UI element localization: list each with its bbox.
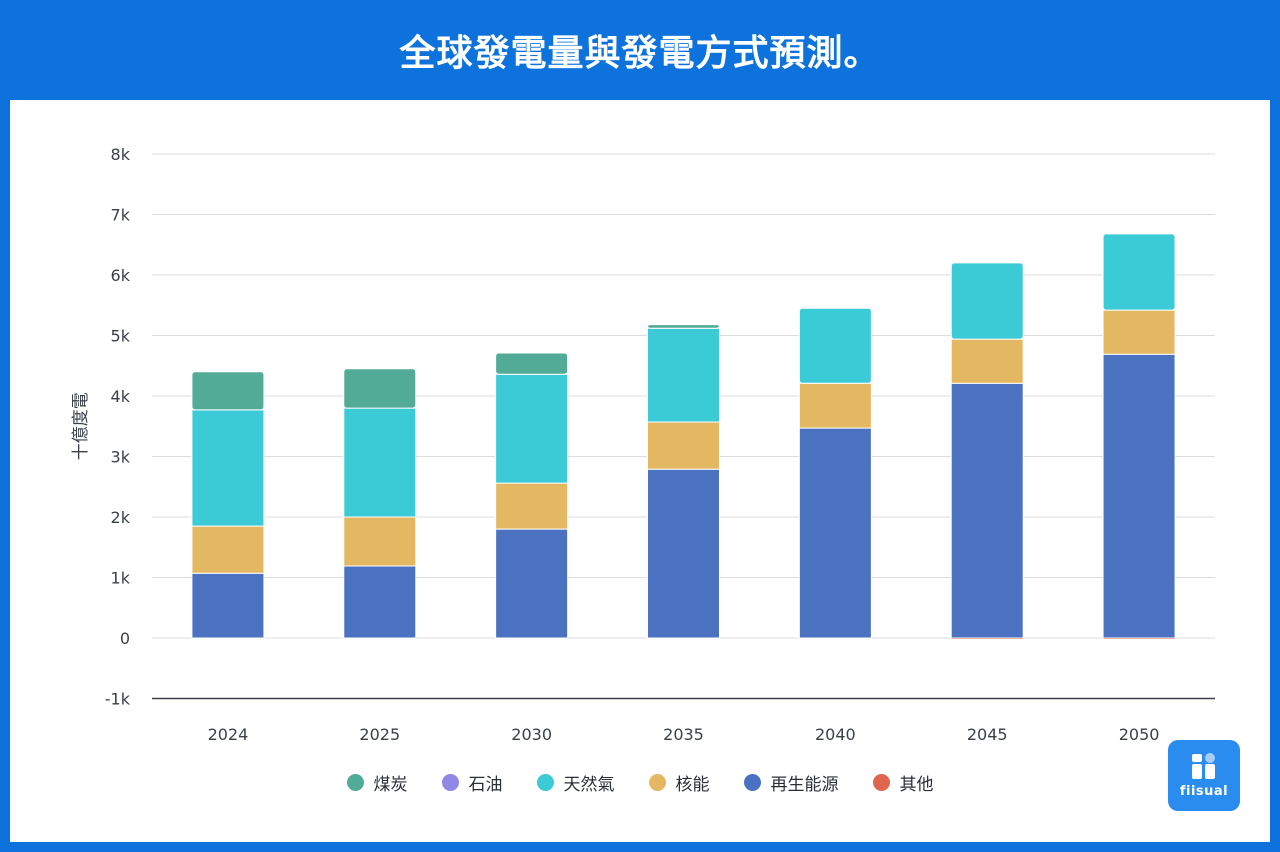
bar-segment bbox=[343, 368, 417, 409]
bar-stack-2040 bbox=[798, 307, 872, 639]
bar-segment bbox=[798, 382, 872, 429]
bar-stack-2025 bbox=[343, 368, 417, 639]
legend-item[interactable]: 其他 bbox=[872, 770, 934, 795]
x-tick-label: 2045 bbox=[967, 725, 1008, 744]
bar-stack-2050 bbox=[1102, 233, 1176, 640]
y-tick-label: 2k bbox=[111, 508, 131, 527]
legend-item[interactable]: 石油 bbox=[441, 770, 503, 795]
bar-segment bbox=[950, 382, 1024, 639]
legend-marker-icon bbox=[872, 774, 890, 791]
bar-segment bbox=[495, 528, 569, 639]
bars bbox=[191, 233, 1176, 640]
legend-label: 天然氣 bbox=[563, 775, 615, 795]
y-tick-label: 8k bbox=[111, 145, 131, 164]
legend-label: 核能 bbox=[675, 775, 710, 795]
chart-panel: -1k 0 1k 2k 3k 4k 5k 6k 7k 8k 2024 2025 2030 2035 204… bbox=[10, 100, 1270, 842]
x-tick-label: 2040 bbox=[815, 725, 856, 744]
x-tick-label: 2050 bbox=[1119, 725, 1160, 744]
bar-segment bbox=[1102, 637, 1176, 640]
y-tick-label: 5k bbox=[111, 327, 131, 346]
bar-segment bbox=[647, 324, 720, 329]
legend-marker-icon bbox=[536, 774, 554, 791]
page-title: 全球發電量與發電方式預測。 bbox=[399, 33, 881, 74]
x-tick-label: 2025 bbox=[359, 725, 400, 744]
legend: 煤炭 石油 天然氣 核能 再生能源 其他 bbox=[10, 770, 1270, 795]
bar-segment bbox=[495, 352, 569, 375]
x-tick-label: 2030 bbox=[511, 725, 552, 744]
legend-item[interactable]: 天然氣 bbox=[536, 770, 615, 795]
bar-segment bbox=[950, 338, 1024, 384]
y-tick-label: 1k bbox=[111, 569, 131, 588]
bar-segment bbox=[343, 516, 417, 567]
legend-item[interactable]: 再生能源 bbox=[743, 770, 839, 795]
legend-marker-icon bbox=[743, 774, 761, 791]
logo-text: fiisual bbox=[1179, 784, 1229, 799]
bar-segment bbox=[343, 565, 417, 639]
legend-item[interactable]: 核能 bbox=[648, 770, 710, 795]
bar-segment bbox=[191, 409, 265, 527]
bar-stack-2030 bbox=[495, 352, 569, 639]
y-tick-label: 7k bbox=[111, 206, 131, 225]
y-tick-label: 0 bbox=[120, 629, 130, 648]
stacked-bar-chart: -1k 0 1k 2k 3k 4k 5k 6k 7k 8k 2024 2025 2030 2035 204… bbox=[71, 145, 1215, 744]
bar-segment bbox=[191, 371, 265, 411]
legend-marker-icon bbox=[648, 774, 666, 791]
bar-stack-2024 bbox=[191, 371, 265, 639]
bar-segment bbox=[798, 307, 872, 384]
bar-segment bbox=[495, 373, 569, 484]
fiisual-logo[interactable]: fiisual bbox=[1168, 740, 1240, 811]
y-tick-label: 3k bbox=[111, 448, 131, 467]
legend-label: 再生能源 bbox=[770, 775, 839, 795]
bar-segment bbox=[647, 327, 720, 423]
y-tick-label: -1k bbox=[105, 690, 131, 709]
x-tick-label: 2035 bbox=[663, 725, 704, 744]
legend-marker-icon bbox=[441, 774, 459, 791]
bar-segment bbox=[191, 572, 265, 639]
legend-label: 其他 bbox=[899, 775, 934, 795]
logo-icon bbox=[1190, 752, 1218, 780]
x-tick-label: 2024 bbox=[208, 725, 249, 744]
bar-segment bbox=[191, 525, 265, 574]
bar-segment bbox=[950, 637, 1024, 640]
bar-segment bbox=[798, 427, 872, 639]
bar-segment bbox=[950, 262, 1024, 340]
bar-segment bbox=[647, 421, 720, 470]
bar-segment bbox=[343, 407, 417, 518]
bar-stack-2045 bbox=[950, 262, 1024, 640]
bar-stack-2035 bbox=[647, 324, 720, 639]
bar-segment bbox=[1102, 233, 1176, 311]
y-axis-ticks: -1k 0 1k 2k 3k 4k 5k 6k 7k 8k bbox=[105, 145, 131, 709]
y-tick-label: 6k bbox=[111, 266, 131, 285]
y-axis-title: 十億度電 bbox=[71, 392, 91, 460]
legend-label: 石油 bbox=[468, 775, 503, 795]
bar-segment bbox=[647, 468, 720, 639]
header-banner: 全球發電量與發電方式預測。 bbox=[0, 0, 1280, 100]
legend-item[interactable]: 煤炭 bbox=[346, 770, 408, 795]
bar-segment bbox=[1102, 309, 1176, 355]
bar-segment bbox=[1102, 353, 1176, 639]
legend-marker-icon bbox=[346, 774, 364, 791]
bar-segment bbox=[495, 482, 569, 530]
x-axis-ticks: 2024 2025 2030 2035 2040 2045 2050 bbox=[208, 725, 1160, 744]
y-tick-label: 4k bbox=[111, 387, 131, 406]
legend-label: 煤炭 bbox=[373, 775, 408, 795]
